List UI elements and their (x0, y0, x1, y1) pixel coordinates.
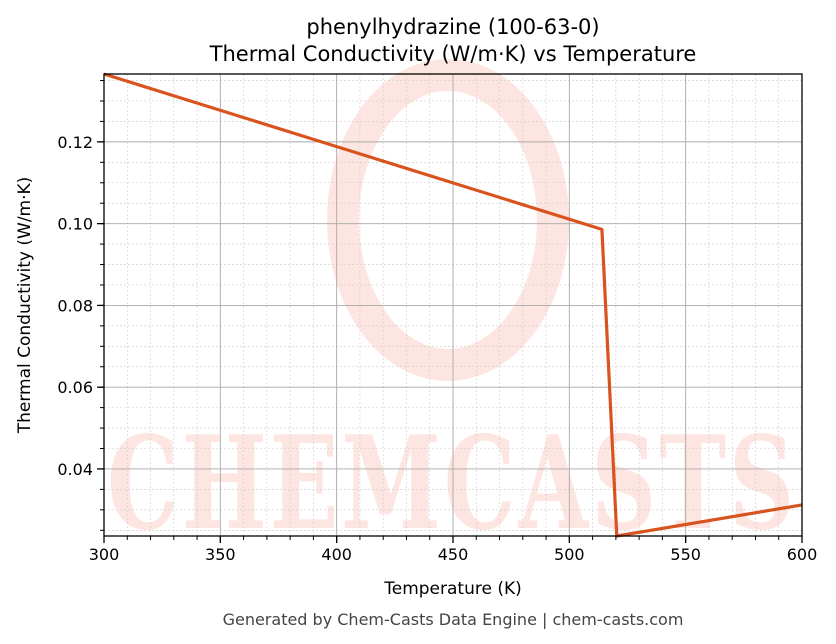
chart-title: phenylhydrazine (100-63-0) (306, 15, 599, 39)
x-tick-label: 600 (787, 545, 818, 564)
x-tick-label: 400 (321, 545, 352, 564)
series-line (103, 72, 803, 538)
x-tick-label: 350 (205, 545, 236, 564)
x-axis-label: Temperature (K) (383, 579, 522, 599)
x-tick-label: 450 (438, 545, 469, 564)
y-axis-label: Thermal Conductivity (W/m·K) (15, 177, 35, 435)
y-tick-label: 0.12 (57, 133, 93, 152)
y-tick-label: 0.04 (57, 460, 93, 479)
x-tick-label: 300 (89, 545, 120, 564)
y-tick-label: 0.08 (57, 296, 93, 315)
x-tick-label: 500 (554, 545, 585, 564)
y-tick-label: 0.06 (57, 378, 93, 397)
chart-subtitle: Thermal Conductivity (W/m·K) vs Temperat… (209, 42, 697, 66)
y-tick-label: 0.10 (57, 215, 93, 234)
x-tick-label: 550 (670, 545, 701, 564)
footer-credit: Generated by Chem-Casts Data Engine | ch… (223, 610, 684, 629)
watermark-logo: CHEMCASTS (107, 59, 797, 559)
svg-text:CHEMCASTS: CHEMCASTS (107, 409, 797, 559)
